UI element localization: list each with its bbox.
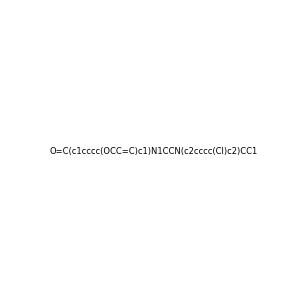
Text: O=C(c1cccc(OCC=C)c1)N1CCN(c2cccc(Cl)c2)CC1: O=C(c1cccc(OCC=C)c1)N1CCN(c2cccc(Cl)c2)C… (50, 147, 258, 156)
